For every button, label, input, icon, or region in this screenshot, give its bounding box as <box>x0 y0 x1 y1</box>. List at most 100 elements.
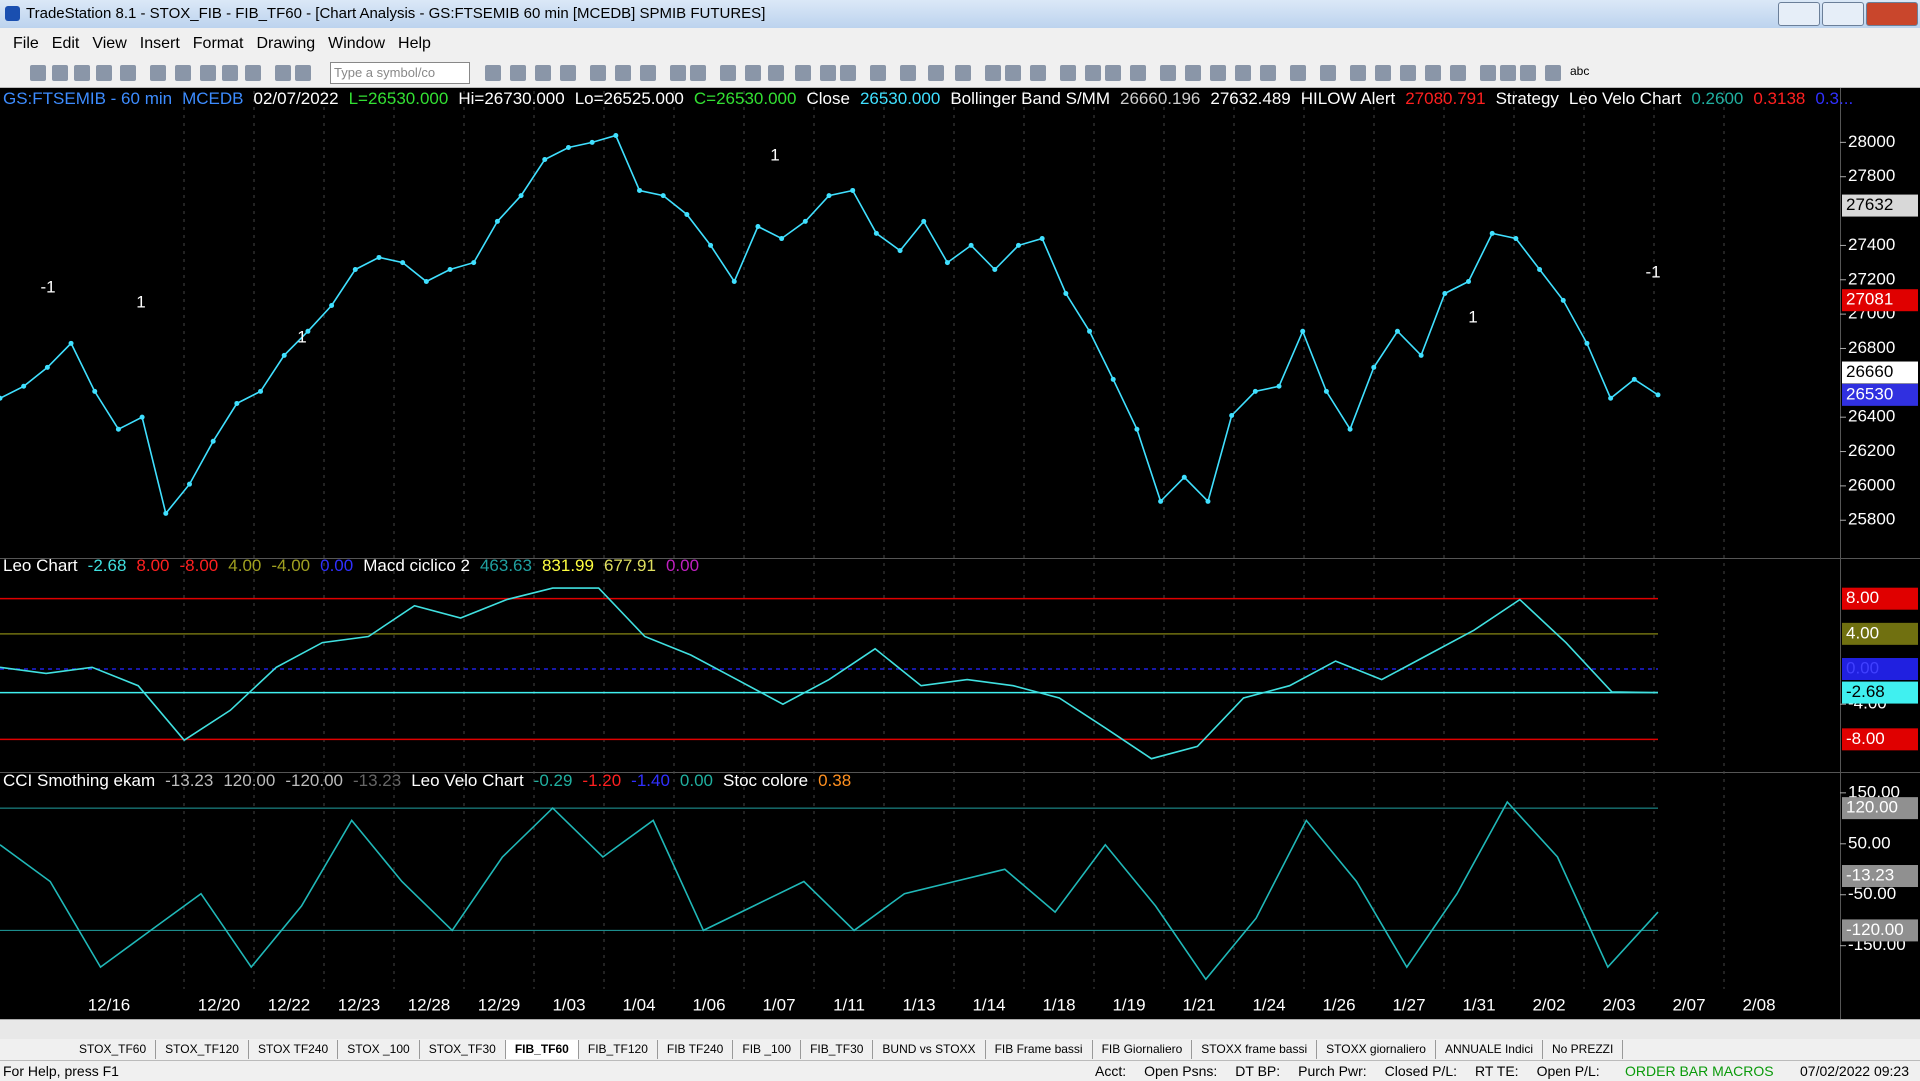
price-dot <box>68 340 74 346</box>
price-dot <box>589 139 595 145</box>
toolbar-button[interactable] <box>535 65 551 81</box>
toolbar-button[interactable] <box>200 65 216 81</box>
toolbar-button[interactable] <box>900 65 916 81</box>
toolbar-button[interactable] <box>615 65 631 81</box>
price-marker-label: -8.00 <box>1846 729 1885 748</box>
toolbar-button[interactable] <box>1210 65 1226 81</box>
toolbar-button[interactable] <box>1520 65 1536 81</box>
tab[interactable]: BUND vs STOXX <box>873 1040 986 1059</box>
toolbar-button[interactable] <box>720 65 736 81</box>
menu-item[interactable]: View <box>92 35 127 52</box>
toolbar-button[interactable] <box>1545 65 1561 81</box>
symbol-input[interactable]: Type a symbol/co <box>330 62 470 84</box>
price-dot <box>1110 376 1116 382</box>
toolbar-button[interactable] <box>175 65 191 81</box>
menu-item[interactable]: Help <box>398 35 431 52</box>
tab[interactable]: FIB_TF120 <box>579 1040 658 1059</box>
menu-item[interactable]: Format <box>192 35 244 52</box>
toolbar-button[interactable] <box>295 65 311 81</box>
toolbar-button[interactable] <box>150 65 166 81</box>
tab[interactable]: STOX_TF60 <box>70 1040 157 1059</box>
toolbar-button[interactable] <box>928 65 944 81</box>
x-tick-label: 1/13 <box>902 995 935 1014</box>
menu-item[interactable]: Insert <box>139 35 180 52</box>
toolbar-button[interactable] <box>275 65 291 81</box>
menu-item[interactable]: Drawing <box>256 35 316 52</box>
tab[interactable]: STOX_TF120 <box>156 1040 249 1059</box>
scroll-bar[interactable] <box>0 1019 1920 1039</box>
price-dot <box>258 388 264 394</box>
toolbar-button[interactable] <box>870 65 886 81</box>
toolbar-button[interactable] <box>1400 65 1416 81</box>
toolbar-button[interactable] <box>840 65 856 81</box>
toolbar-button[interactable] <box>1425 65 1441 81</box>
tab[interactable]: STOX TF240 <box>249 1040 339 1059</box>
tab[interactable]: No PREZZI <box>1543 1040 1624 1059</box>
toolbar-button[interactable] <box>1185 65 1201 81</box>
toolbar-button[interactable] <box>120 65 136 81</box>
toolbar-button[interactable] <box>510 65 526 81</box>
tab[interactable]: FIB Giornaliero <box>1093 1040 1193 1059</box>
tab[interactable]: FIB _100 <box>733 1040 802 1059</box>
tab[interactable]: FIB TF240 <box>658 1040 734 1059</box>
toolbar-button[interactable] <box>1350 65 1366 81</box>
tab[interactable]: STOXX giornaliero <box>1317 1040 1436 1059</box>
toolbar-button[interactable] <box>52 65 68 81</box>
x-tick-label: 1/26 <box>1322 995 1355 1014</box>
toolbar-button[interactable] <box>670 65 686 81</box>
toolbar-button[interactable] <box>590 65 606 81</box>
price-dot <box>542 157 548 163</box>
close-button[interactable] <box>1866 2 1918 26</box>
toolbar-button[interactable] <box>1130 65 1146 81</box>
toolbar-button[interactable] <box>560 65 576 81</box>
toolbar-button[interactable] <box>1375 65 1391 81</box>
toolbar-button[interactable] <box>985 65 1001 81</box>
menu-item[interactable]: Edit <box>51 35 80 52</box>
toolbar-button[interactable] <box>1235 65 1251 81</box>
toolbar-button[interactable] <box>96 65 112 81</box>
tab[interactable]: STOX_TF30 <box>420 1040 506 1059</box>
toolbar-button[interactable] <box>1500 65 1516 81</box>
toolbar-button[interactable] <box>690 65 706 81</box>
price-dot <box>281 352 287 358</box>
menu-item[interactable]: File <box>13 35 39 52</box>
toolbar-button[interactable] <box>768 65 784 81</box>
price-dot <box>1158 498 1164 504</box>
toolbar-button[interactable] <box>1320 65 1336 81</box>
legend-item: 831.99 <box>542 556 594 575</box>
toolbar-button[interactable] <box>745 65 761 81</box>
toolbar-button[interactable] <box>955 65 971 81</box>
legend-item: -0.29 <box>534 771 573 790</box>
toolbar-button[interactable] <box>1005 65 1021 81</box>
toolbar-button[interactable] <box>222 65 238 81</box>
legend-item: -13.23 <box>165 771 213 790</box>
minimize-button[interactable] <box>1778 2 1820 26</box>
toolbar-button[interactable] <box>1060 65 1076 81</box>
toolbar-button[interactable] <box>1480 65 1496 81</box>
toolbar-button[interactable] <box>485 65 501 81</box>
tab[interactable]: FIB_TF30 <box>801 1040 874 1059</box>
toolbar-button[interactable] <box>30 65 46 81</box>
x-tick-label: 1/27 <box>1392 995 1425 1014</box>
toolbar-button[interactable] <box>820 65 836 81</box>
menu-item[interactable]: Window <box>328 35 386 52</box>
toolbar-button[interactable] <box>1160 65 1176 81</box>
toolbar-button[interactable] <box>795 65 811 81</box>
tab[interactable]: STOX _100 <box>338 1040 420 1059</box>
text-tool[interactable]: abc <box>1570 64 1590 78</box>
tab[interactable]: STOXX frame bassi <box>1192 1040 1318 1059</box>
toolbar-button[interactable] <box>74 65 90 81</box>
toolbar-button[interactable] <box>1260 65 1276 81</box>
maximize-button[interactable] <box>1822 2 1864 26</box>
toolbar-button[interactable] <box>1450 65 1466 81</box>
tab[interactable]: FIB_TF60 <box>505 1040 579 1059</box>
toolbar-button[interactable] <box>1085 65 1101 81</box>
toolbar-button[interactable] <box>1290 65 1306 81</box>
toolbar-button[interactable] <box>245 65 261 81</box>
tab[interactable]: ANNUALE Indici <box>1436 1040 1543 1059</box>
toolbar-button[interactable] <box>640 65 656 81</box>
toolbar-button[interactable] <box>1105 65 1121 81</box>
legend-item: 0.3... <box>1815 89 1853 108</box>
toolbar-button[interactable] <box>1030 65 1046 81</box>
tab[interactable]: FIB Frame bassi <box>986 1040 1093 1059</box>
